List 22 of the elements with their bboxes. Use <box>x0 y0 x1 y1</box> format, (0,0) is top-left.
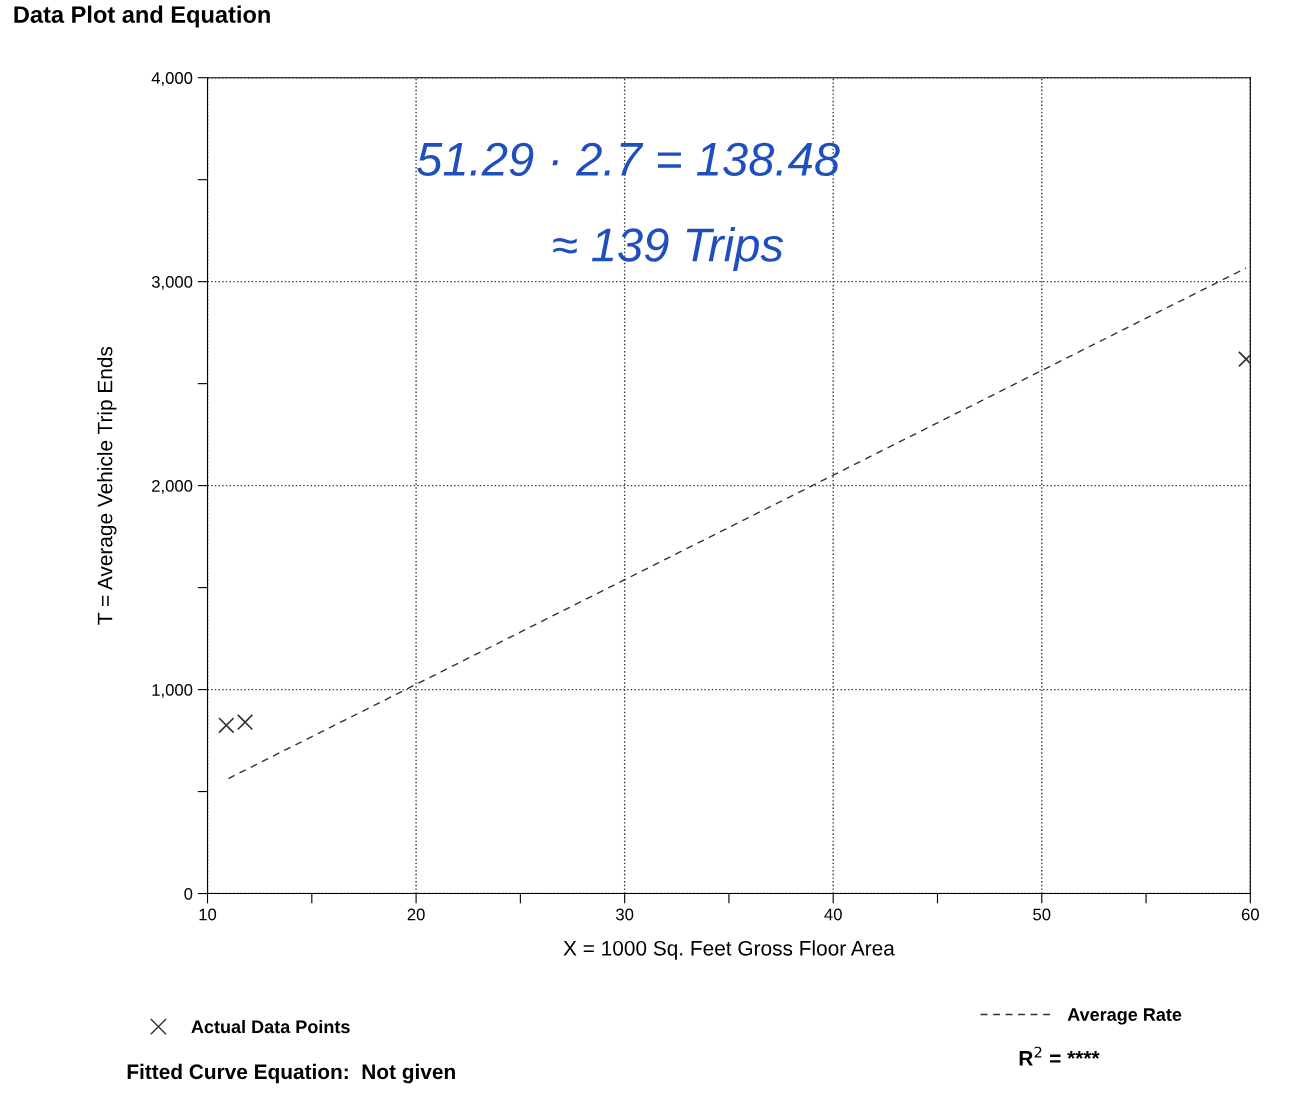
legend-label: Actual Data Points <box>191 1019 350 1034</box>
point <box>218 717 235 734</box>
point <box>236 714 254 731</box>
x-tick-label: 40 <box>824 908 842 921</box>
annotation: ≈ 139 Trips <box>553 227 784 272</box>
chart-title: Data Plot and Equation <box>14 5 270 28</box>
y-tick-label: 0 <box>184 887 193 900</box>
x-tick-label: 60 <box>1241 908 1259 921</box>
x-tick-label: 20 <box>407 908 425 921</box>
text: R$^{2}$ = **** <box>1019 1046 1100 1066</box>
text: Fitted Curve Equation: Not given <box>127 1063 455 1084</box>
y-tick-label: 4,000 <box>151 72 193 86</box>
x-axis-title: X = 1000 Sq. Feet Gross Floor Area <box>563 940 895 960</box>
y-tick-label: 2,000 <box>152 480 193 494</box>
legend-label: Average Rate <box>1067 1008 1182 1025</box>
annotation: 51.29 · 2.7 = 138.48 <box>417 142 840 177</box>
x-tick-label: 50 <box>1033 908 1051 921</box>
x-tick-label: 30 <box>616 908 634 921</box>
y-tick-label: 3,000 <box>151 276 193 290</box>
y-tick-label: 1,000 <box>152 683 193 698</box>
x-tick-label: 10 <box>199 908 217 921</box>
y-axis-title: T = Average Vehicle Trip Ends <box>97 346 117 625</box>
